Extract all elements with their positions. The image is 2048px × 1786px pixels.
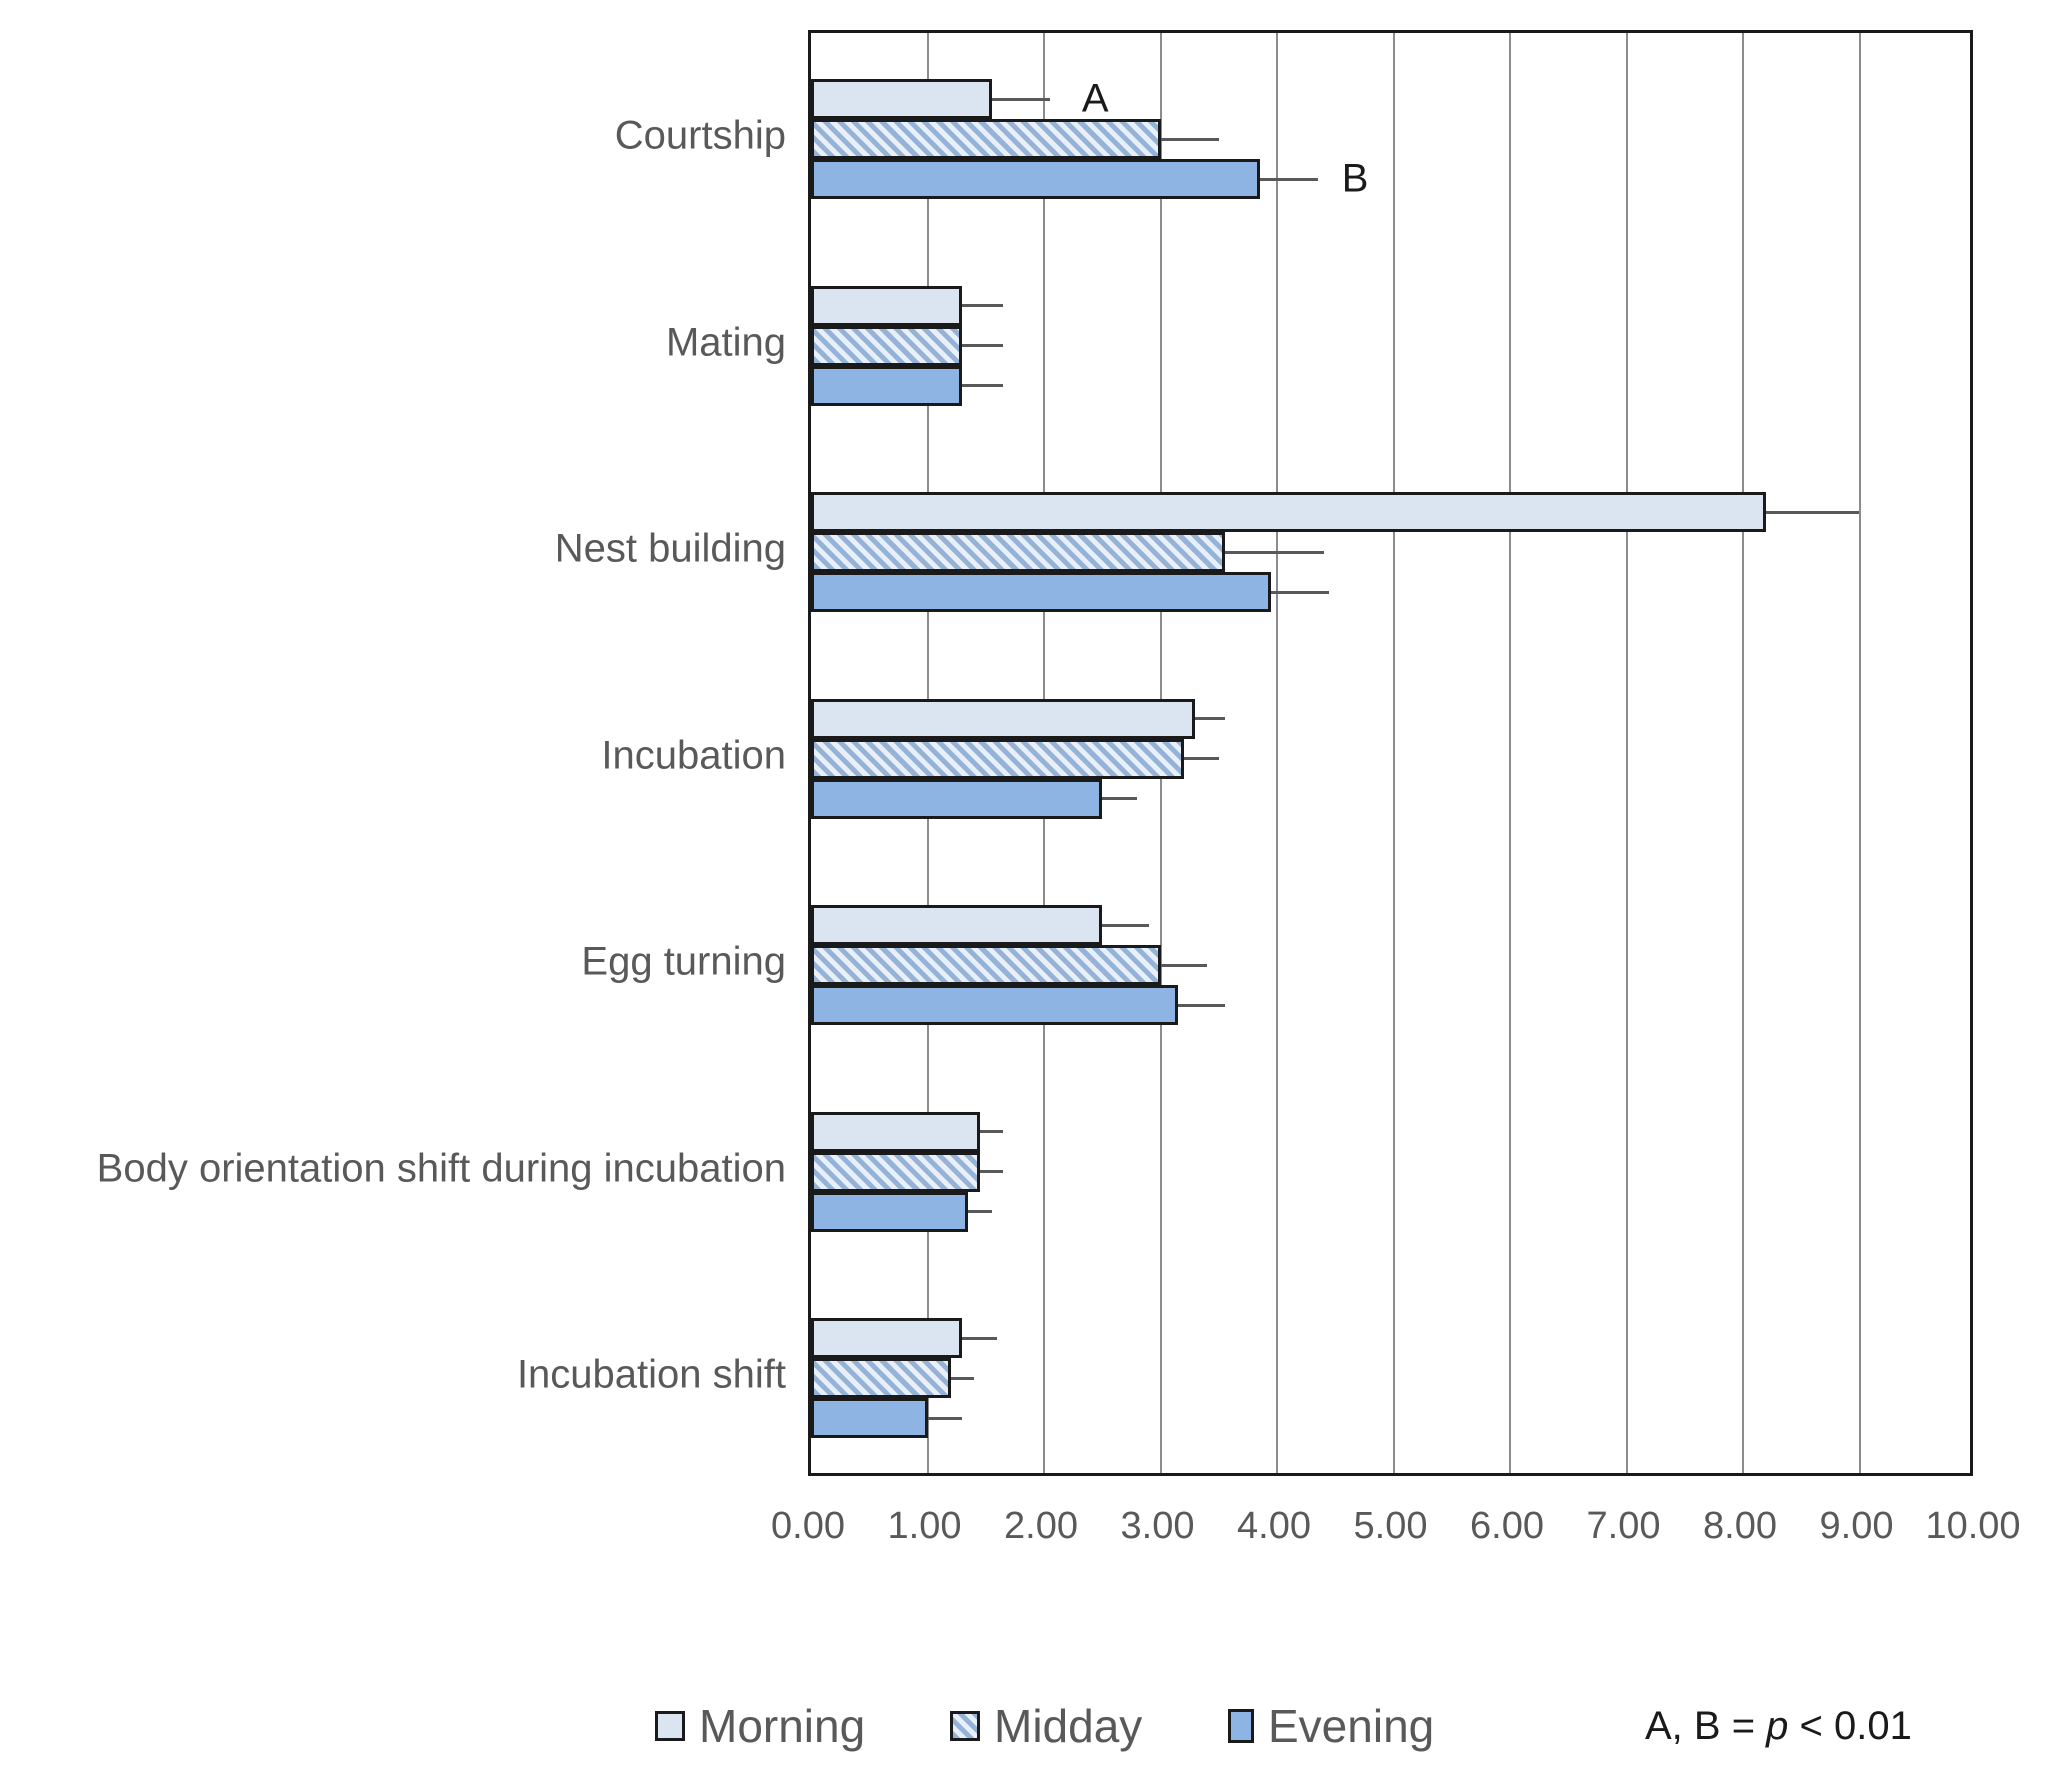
- note-prefix: A, B =: [1645, 1703, 1767, 1748]
- bar-evening-6: [811, 1191, 969, 1232]
- error-bar-evening-7: [927, 1416, 963, 1420]
- error-bar-midday-7: [950, 1376, 975, 1380]
- bar-midday-6: [811, 1151, 980, 1192]
- bar-morning-6: [811, 1111, 980, 1152]
- error-bar-midday-2: [962, 344, 1004, 347]
- error-bar-morning-5: [1102, 923, 1149, 927]
- error-bar-evening-5: [1177, 1003, 1225, 1007]
- gridline-7.00: [1625, 33, 1628, 1473]
- error-bar-evening-2: [962, 384, 1004, 387]
- significance-note: A, B = p < 0.01: [1645, 1694, 1912, 1758]
- error-bar-morning-7: [962, 1336, 998, 1340]
- x-tick-label: 1.00: [887, 1505, 962, 1547]
- bar-morning-4: [811, 698, 1196, 739]
- gridline-6.00: [1509, 33, 1511, 1473]
- note-suffix: < 0.01: [1788, 1703, 1912, 1748]
- bar-evening-3: [811, 572, 1272, 612]
- category-label: Egg turning: [581, 939, 786, 984]
- bar-evening-4: [811, 778, 1103, 819]
- category-label: Incubation: [601, 733, 786, 777]
- gridline-9.00: [1858, 33, 1861, 1473]
- category-label: Courtship: [614, 113, 786, 158]
- x-tick-label: 2.00: [1004, 1505, 1078, 1547]
- bar-midday-5: [811, 945, 1161, 985]
- error-bar-evening-4: [1102, 797, 1138, 800]
- legend-label: Evening: [1268, 1700, 1435, 1752]
- bar-midday-7: [811, 1358, 951, 1398]
- category-label: Body orientation shift during incubation: [96, 1146, 786, 1190]
- error-bar-evening-6: [968, 1210, 992, 1213]
- error-bar-morning-4: [1195, 717, 1225, 720]
- legend-label: Midday: [994, 1700, 1143, 1752]
- x-tick-label: 8.00: [1703, 1505, 1777, 1547]
- gridline-8.00: [1742, 33, 1744, 1473]
- error-bar-evening-3: [1271, 590, 1330, 594]
- x-tick-label: 7.00: [1586, 1505, 1661, 1547]
- bar-evening-2: [811, 365, 963, 406]
- error-bar-midday-4: [1183, 757, 1219, 760]
- x-tick-label: 4.00: [1237, 1505, 1311, 1547]
- x-tick-label: 3.00: [1120, 1505, 1195, 1547]
- bar-midday-1: [811, 119, 1161, 159]
- bar-evening-5: [811, 985, 1178, 1025]
- bar-morning-3: [811, 492, 1767, 532]
- error-bar-morning-1: [991, 97, 1050, 101]
- legend-item-morning: Morning: [655, 1694, 865, 1758]
- x-tick-label: 5.00: [1353, 1505, 1428, 1547]
- bar-midday-3: [811, 532, 1225, 572]
- error-bar-morning-2: [962, 304, 1004, 307]
- chart-legend: A, B = p < 0.01 Morning Midday Evening: [0, 1694, 2048, 1764]
- error-bar-midday-1: [1160, 137, 1219, 141]
- x-tick-label: 9.00: [1819, 1505, 1894, 1547]
- error-bar-evening-1: [1259, 177, 1318, 181]
- bar-morning-7: [811, 1318, 963, 1358]
- legend-swatch-midday-icon: [950, 1711, 980, 1741]
- legend-label: Morning: [699, 1700, 866, 1752]
- error-bar-midday-6: [979, 1170, 1004, 1173]
- bar-midday-2: [811, 325, 963, 366]
- error-bar-morning-3: [1766, 510, 1860, 514]
- bar-morning-2: [811, 285, 963, 326]
- gridline-4.00: [1276, 33, 1278, 1473]
- legend-swatch-morning-icon: [655, 1711, 685, 1741]
- significance-marker-b: B: [1341, 156, 1369, 201]
- x-tick-label: 10.00: [1925, 1505, 2021, 1547]
- error-bar-midday-5: [1160, 963, 1208, 967]
- legend-item-midday: Midday: [950, 1694, 1142, 1758]
- category-label: Incubation shift: [516, 1352, 786, 1397]
- legend-item-evening: Evening: [1228, 1694, 1434, 1758]
- note-p-symbol: p: [1766, 1703, 1789, 1748]
- error-bar-midday-3: [1224, 550, 1324, 554]
- error-bar-morning-6: [979, 1130, 1004, 1133]
- legend-swatch-evening-icon: [1228, 1709, 1254, 1743]
- x-tick-label: 6.00: [1470, 1505, 1544, 1547]
- bar-evening-1: [811, 159, 1260, 199]
- category-label: Mating: [665, 320, 786, 364]
- gridline-5.00: [1392, 33, 1395, 1473]
- bar-midday-4: [811, 738, 1184, 779]
- significance-marker-a: A: [1081, 76, 1109, 121]
- bar-morning-5: [811, 905, 1103, 945]
- category-label: Nest building: [554, 526, 786, 571]
- bar-morning-1: [811, 79, 992, 119]
- x-tick-label: 0.00: [771, 1505, 845, 1547]
- bar-evening-7: [811, 1398, 928, 1438]
